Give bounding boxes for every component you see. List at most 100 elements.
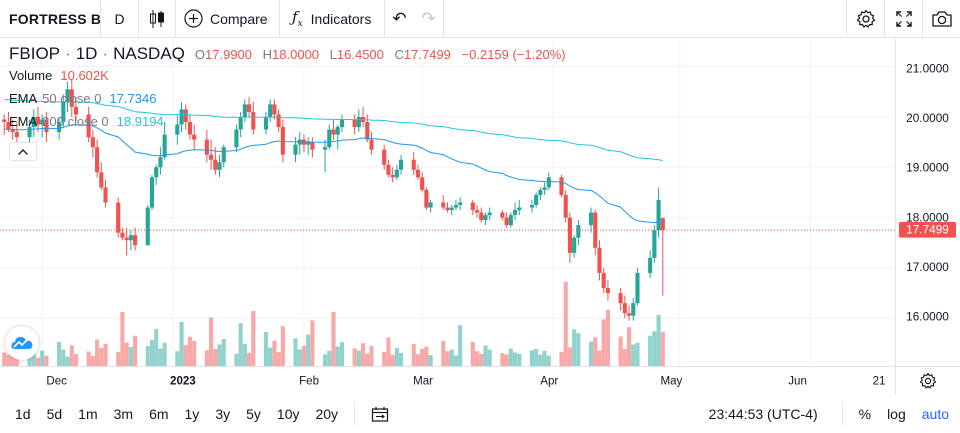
volume-bar: [622, 348, 627, 366]
volume-bar: [576, 333, 581, 366]
candle-body: [567, 217, 572, 253]
candle-body: [504, 217, 509, 226]
range-1m-button[interactable]: 1m: [78, 406, 98, 422]
candle-body: [538, 189, 543, 195]
candle-body: [394, 169, 399, 178]
bottom-toolbar: 1d 5d 1m 3m 6m 1y 3y 5y 10y 20y 23:44:53…: [0, 395, 960, 433]
symbol-search-button[interactable]: FORTRESS BIOTECH: [0, 0, 100, 38]
range-5d-button[interactable]: 5d: [46, 406, 63, 422]
range-1d-button[interactable]: 1d: [15, 406, 31, 422]
legend-collapse-button[interactable]: [9, 142, 37, 161]
candle-body: [323, 147, 328, 150]
candle-body: [626, 313, 632, 316]
volume-bar: [204, 350, 209, 366]
candle-body: [192, 134, 197, 140]
volume-bar: [441, 340, 446, 366]
candle-body: [306, 142, 311, 145]
volume-bar: [449, 349, 454, 366]
volume-bar: [563, 281, 568, 366]
volume-bar: [339, 342, 345, 366]
undo-button[interactable]: ↶: [385, 0, 414, 38]
time-tick-label: Apr: [540, 375, 558, 387]
toolbar-divider: [279, 0, 280, 38]
volume-bar: [35, 357, 41, 366]
candle-body: [453, 205, 459, 208]
volume-bar: [65, 356, 70, 366]
chevron-up-icon: [18, 148, 28, 155]
candle-body: [221, 147, 226, 163]
chart-pane[interactable]: [0, 39, 895, 366]
tradingview-logo[interactable]: [5, 326, 39, 360]
log-scale-button[interactable]: log: [887, 406, 906, 422]
fullscreen-button[interactable]: [884, 0, 922, 38]
timezone-clock[interactable]: 23:44:53 (UTC-4): [708, 406, 818, 422]
cloud-logo-icon: [11, 337, 33, 349]
candle-body: [120, 232, 125, 238]
candle-body: [268, 104, 273, 117]
candle-body: [399, 159, 404, 170]
volume-bar: [356, 350, 361, 366]
ema200-label: EMA: [9, 114, 38, 129]
candle-body: [213, 159, 218, 170]
volume-bar: [293, 338, 298, 366]
volume-bar: [559, 351, 564, 366]
range-5y-button[interactable]: 5y: [246, 406, 261, 422]
snapshot-button[interactable]: [922, 0, 960, 38]
candle-body: [14, 132, 19, 138]
volume-bar: [411, 344, 416, 366]
range-6m-button[interactable]: 6m: [149, 406, 169, 422]
symbol-legend-row[interactable]: FBIOP · 1D · NASDAQ O17.9900 H18.0000 L1…: [9, 44, 573, 68]
ema200-legend-row[interactable]: EMA 200 close 0 18.9194: [9, 114, 573, 137]
candle-body: [593, 212, 598, 248]
candle-body: [597, 247, 602, 273]
volume-bar: [415, 354, 421, 366]
range-1y-button[interactable]: 1y: [184, 406, 200, 422]
close-key: C: [394, 47, 404, 62]
volume-bar: [272, 340, 277, 366]
candle-body: [449, 207, 454, 211]
price-tick-label: 21.0000: [906, 62, 949, 76]
candle-body: [458, 202, 463, 206]
volume-bar: [301, 345, 307, 366]
candle-body: [40, 119, 45, 125]
volume-bar: [508, 348, 513, 366]
bottom-divider: [354, 403, 356, 425]
ema50-legend-row[interactable]: EMA 50 close 0 17.7346: [9, 91, 573, 114]
interval-button[interactable]: D: [101, 0, 138, 38]
candle-body: [204, 139, 209, 155]
indicators-button[interactable]: ƒx Indicators: [280, 0, 384, 38]
range-20y-button[interactable]: 20y: [315, 406, 339, 422]
chart-type-button[interactable]: [139, 0, 175, 38]
range-10y-button[interactable]: 10y: [276, 406, 300, 422]
go-to-date-button[interactable]: [363, 395, 397, 433]
time-axis[interactable]: Dec 2023 Feb Mar Apr May Jun 21: [0, 366, 895, 394]
axis-settings-button[interactable]: [895, 366, 960, 394]
candle-body: [487, 212, 492, 216]
candle-body: [479, 212, 484, 221]
volume-legend-row[interactable]: Volume 10.602K: [9, 68, 573, 91]
range-3m-button[interactable]: 3m: [113, 406, 134, 422]
candle-body: [441, 202, 446, 208]
time-tick-label: May: [660, 375, 682, 387]
candle-body: [61, 101, 66, 123]
settings-button[interactable]: [846, 0, 884, 38]
chart-legend: FBIOP · 1D · NASDAQ O17.9900 H18.0000 L1…: [9, 44, 573, 137]
auto-scale-button[interactable]: auto: [921, 406, 949, 422]
volume-bar: [567, 347, 572, 366]
undo-icon: ↶: [392, 8, 407, 28]
volume-bar: [183, 345, 188, 366]
percent-scale-button[interactable]: %: [858, 406, 872, 422]
volume-bar: [597, 350, 602, 366]
time-tick-label: Jun: [788, 375, 807, 387]
volume-bar: [213, 348, 218, 366]
volume-bar: [361, 343, 366, 366]
candle-body: [133, 235, 138, 246]
compare-button[interactable]: Compare: [176, 0, 279, 38]
last-price-label: 17.7499: [906, 223, 949, 237]
price-tick-label: 20.0000: [906, 111, 949, 125]
range-3y-button[interactable]: 3y: [215, 406, 231, 422]
price-axis[interactable]: 21.0000 20.0000 19.0000 18.0000 17.0000 16.00…: [895, 39, 960, 366]
ema200-line: [4, 99, 663, 161]
toolbar-divider: [175, 0, 176, 38]
redo-button[interactable]: ↷: [414, 0, 443, 38]
